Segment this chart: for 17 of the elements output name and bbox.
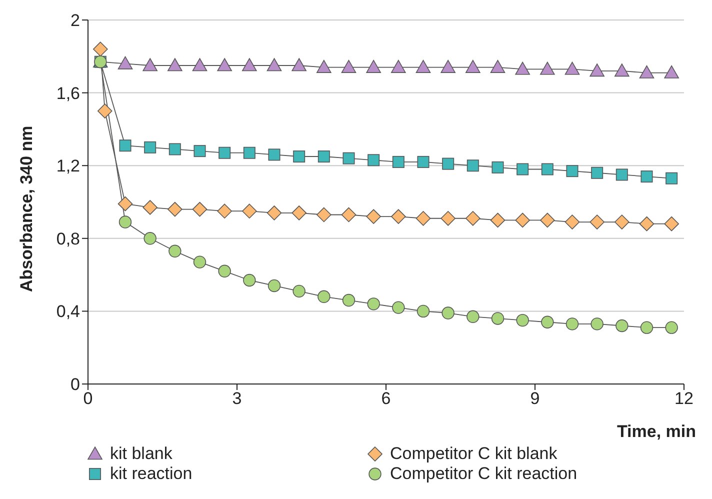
y-tick-label: 0 — [70, 375, 80, 394]
x-tick-label: 0 — [83, 389, 93, 408]
legend-label: Competitor C kit reaction — [390, 464, 578, 484]
y-tick-label: 1,2 — [56, 156, 80, 176]
x-tick-label: 6 — [381, 389, 391, 408]
x-tick-label: 9 — [530, 389, 540, 408]
y-tick-label: 1,6 — [56, 84, 80, 103]
y-tick-label: 0,8 — [56, 229, 80, 248]
legend-label: Competitor C kit blank — [390, 444, 558, 464]
y-tick-label: 0,4 — [56, 302, 80, 322]
y-tick-label: 2 — [70, 11, 80, 30]
legend-label: kit blank — [110, 444, 172, 464]
y-axis-title: Absorbance, 340 nm — [17, 126, 36, 292]
x-tick-label: 12 — [674, 389, 694, 408]
x-tick-label: 3 — [232, 389, 242, 408]
x-axis-title: Time, min — [616, 422, 696, 442]
legend-label: kit reaction — [110, 464, 192, 484]
